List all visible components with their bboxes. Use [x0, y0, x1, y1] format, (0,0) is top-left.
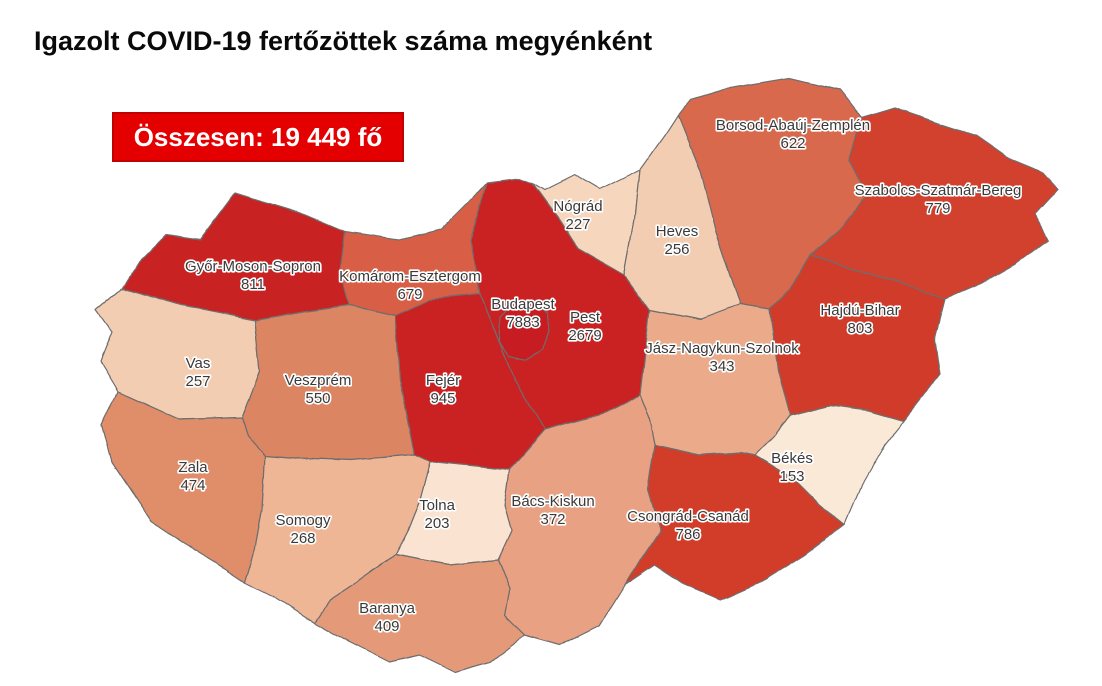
county-name-label: Pest	[570, 309, 601, 326]
county-value-label: 343	[709, 358, 734, 375]
total-badge: Összesen: 19 449 fő	[112, 112, 404, 162]
county-value-label: 256	[664, 241, 689, 258]
county-name-label: Jász-Nagykun-Szolnok	[645, 340, 799, 357]
county-value-label: 474	[180, 477, 205, 494]
county-value-label: 227	[565, 216, 590, 233]
county-jasz-nagykun-szolnok	[639, 304, 791, 456]
county-value-label: 622	[780, 135, 805, 152]
county-value-label: 203	[424, 515, 449, 532]
county-value-label: 372	[540, 511, 565, 528]
county-name-label: Békés	[771, 450, 813, 467]
county-value-label: 550	[305, 390, 330, 407]
county-name-label: Tolna	[419, 497, 456, 514]
county-name-label: Borsod-Abaúj-Zemplén	[716, 117, 870, 134]
county-value-label: 257	[185, 373, 210, 390]
county-value-label: 153	[779, 468, 804, 485]
map-regions	[95, 77, 1059, 673]
county-name-label: Somogy	[275, 512, 331, 529]
county-szabolcs-szatmar-bereg	[809, 107, 1059, 301]
county-name-label: Zala	[178, 459, 208, 476]
county-name-label: Csongrád-Csanád	[627, 508, 749, 525]
county-value-label: 268	[290, 530, 315, 547]
county-name-label: Nógrád	[553, 198, 602, 215]
county-name-label: Fejér	[426, 372, 460, 389]
county-value-label: 679	[397, 286, 422, 303]
county-value-label: 811	[241, 276, 265, 293]
page-title: Igazolt COVID-19 fertőzöttek száma megyé…	[34, 26, 653, 56]
county-value-label: 779	[925, 200, 950, 217]
county-value-label: 786	[675, 526, 700, 543]
county-name-label: Baranya	[359, 600, 416, 617]
map-labels: Győr-Moson-Sopron 811 Komárom-Esztergom …	[177, 115, 1023, 636]
county-value-label: 409	[374, 618, 399, 635]
county-name-label: Vas	[186, 355, 211, 372]
county-baranya	[314, 554, 526, 673]
county-name-label: Budapest	[491, 296, 555, 313]
county-name-label: Hajdú-Bihar	[820, 302, 899, 319]
county-value-label: 7883	[506, 314, 539, 331]
county-name-label: Győr-Moson-Sopron	[185, 258, 321, 275]
county-value-label: 803	[847, 320, 872, 337]
county-value-label: 945	[430, 390, 455, 407]
county-name-label: Bács-Kiskun	[511, 493, 594, 510]
county-value-label: 2679	[568, 327, 601, 344]
county-budapest	[498, 300, 550, 361]
total-badge-label: Összesen: 19 449 fő	[133, 121, 383, 152]
county-name-label: Heves	[656, 223, 699, 240]
county-name-label: Komárom-Esztergom	[339, 268, 481, 285]
county-name-label: Veszprém	[285, 372, 352, 389]
county-name-label: Szabolcs-Szatmár-Bereg	[855, 182, 1022, 199]
